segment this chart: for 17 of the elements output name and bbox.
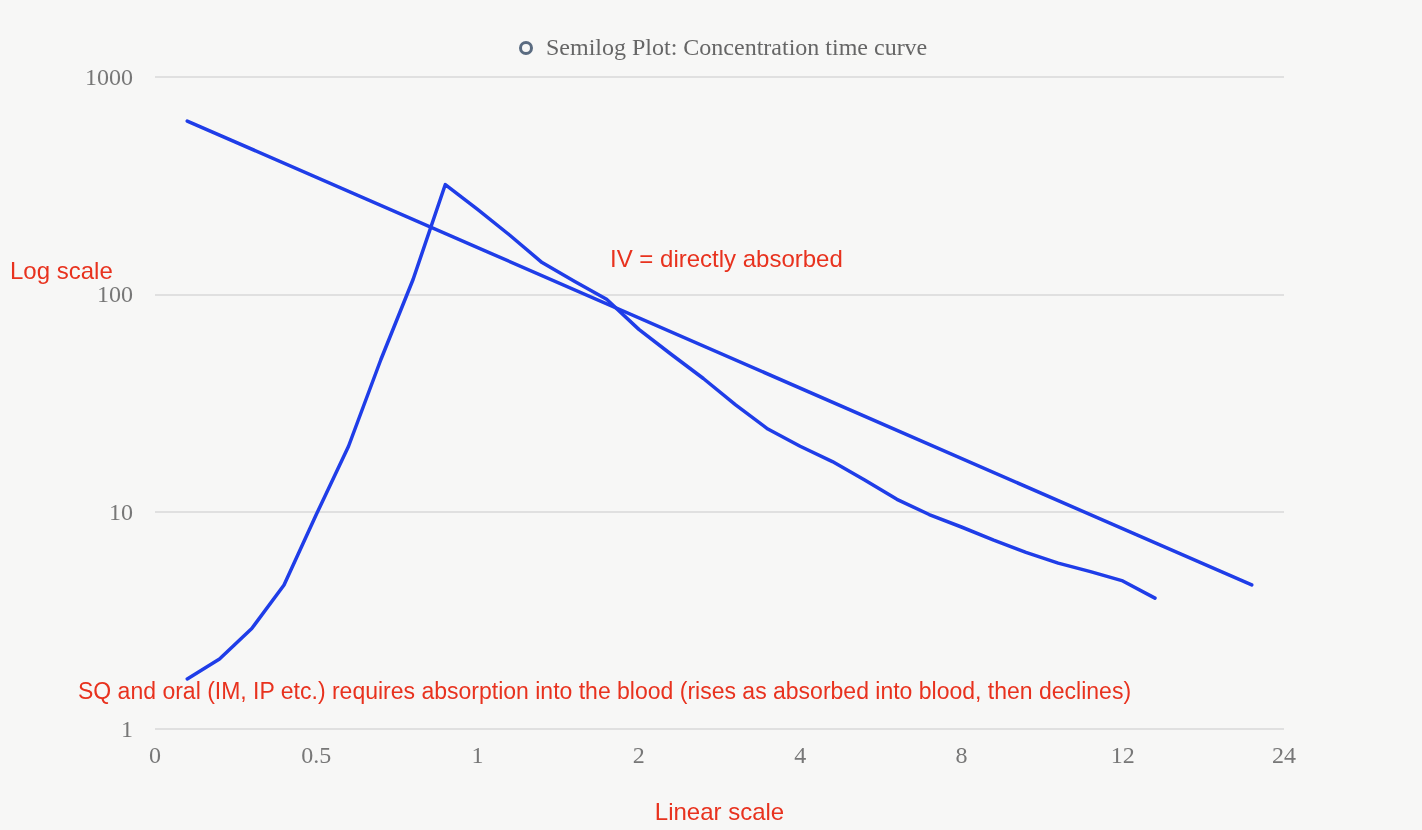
x-tick-label: 4 — [794, 742, 807, 768]
x-tick-label: 0.5 — [301, 742, 332, 768]
chart-title: Semilog Plot: Concentration time curve — [546, 34, 928, 61]
y-axis-title: Log scale — [10, 256, 113, 284]
annotation: SQ and oral (IM, IP etc.) requires absorption into the blood (rises as absorbed into blood, then declines) — [78, 677, 1132, 704]
y-tick-label: 1 — [121, 716, 133, 742]
y-tick-label: 100 — [97, 281, 133, 308]
y-tick-label: 10 — [109, 498, 133, 525]
x-tick-label: 1 — [471, 742, 484, 768]
annotation: IV = directly absorbed — [610, 244, 843, 272]
y-tick-label: 1000 — [85, 64, 133, 90]
x-tick-label: 0 — [149, 742, 161, 768]
x-tick-label: 24 — [1272, 742, 1296, 768]
x-tick-label: 12 — [1110, 742, 1135, 768]
x-tick-label: 8 — [955, 742, 968, 768]
x-tick-label: 2 — [632, 742, 645, 768]
x-axis-title: Linear scale — [654, 797, 785, 825]
